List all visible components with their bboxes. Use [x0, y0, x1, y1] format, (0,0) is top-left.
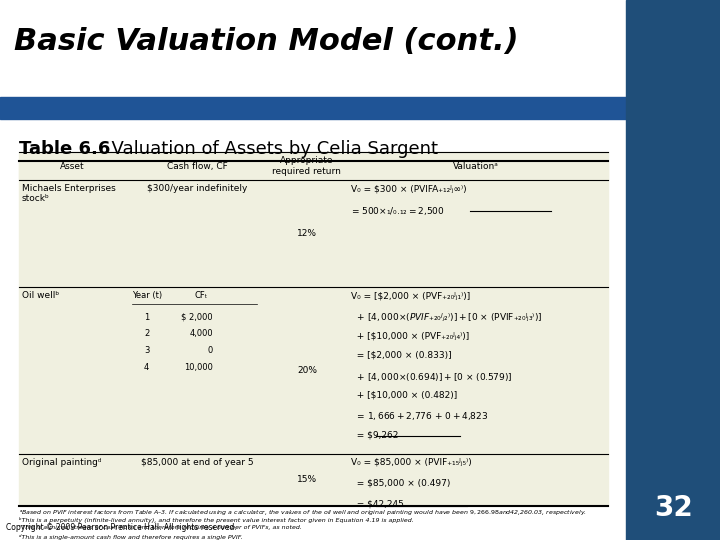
Text: = $9,262: = $9,262	[351, 430, 398, 439]
Text: V₀ = $85,000 × (PVIF₊₁₅ᴶⱼ₅⁾): V₀ = $85,000 × (PVIF₊₁₅ᴶⱼ₅⁾)	[351, 458, 472, 467]
Text: $300/year indefinitely: $300/year indefinitely	[147, 184, 248, 193]
Text: Valuationᵃ: Valuationᵃ	[453, 161, 499, 171]
Text: CFₜ: CFₜ	[194, 292, 207, 300]
Text: Valuation of Assets by Celia Sargent: Valuation of Assets by Celia Sargent	[100, 140, 438, 158]
Text: ᵈThis is a single-amount cash flow and therefore requires a single PVIF.: ᵈThis is a single-amount cash flow and t…	[19, 534, 243, 539]
Text: = $85,000 × (0.497): = $85,000 × (0.497)	[351, 479, 450, 488]
Text: $85,000 at end of year 5: $85,000 at end of year 5	[141, 458, 253, 467]
Text: 20%: 20%	[297, 366, 317, 375]
Text: + [$10,000 × (PVF₊₂₀ᴶⱼ₄⁾)]: + [$10,000 × (PVF₊₂₀ᴶⱼ₄⁾)]	[351, 331, 469, 340]
Text: Cash flow, CF: Cash flow, CF	[167, 161, 228, 171]
Bar	[19, 161, 608, 507]
Text: 0: 0	[208, 346, 213, 355]
Text: ᵇThis is a perpetuity (infinite-lived annuity), and therefore the present value : ᵇThis is a perpetuity (infinite-lived an…	[19, 517, 413, 523]
Text: 10,000: 10,000	[184, 363, 213, 372]
Text: ᶜThis is a mixed stream of cash flows and therefore requires a number of PVIFs, : ᶜThis is a mixed stream of cash flows an…	[19, 525, 302, 530]
Text: V₀ = $300 × (PVIFA₊₁₂ᴶⱼ∞⁾): V₀ = $300 × (PVIFA₊₁₂ᴶⱼ∞⁾)	[351, 184, 467, 193]
Text: + [$4,000 × (PVIF₊₂₀ᴶⱼ₂⁾)] + [$0 × (PVIF₊₂₀ᴶⱼ₃⁾)]: + [$4,000 × (PVIF₊₂₀ᴶⱼ₂⁾)] + [$0 × (PVIF…	[351, 311, 542, 323]
Text: 4: 4	[144, 363, 149, 372]
Bar	[0, 97, 626, 119]
Text: 15%: 15%	[297, 476, 317, 484]
Text: Asset: Asset	[60, 161, 84, 171]
Text: 1: 1	[144, 313, 149, 321]
Text: $ 2,000: $ 2,000	[181, 313, 213, 321]
Text: + [$10,000 × (0.482)]: + [$10,000 × (0.482)]	[351, 390, 457, 400]
Text: = $42,245: = $42,245	[351, 500, 404, 509]
Text: Table 6.6: Table 6.6	[19, 140, 110, 158]
Text: 3: 3	[144, 346, 150, 355]
Text: = [$2,000 × (0.833)]: = [$2,000 × (0.833)]	[351, 351, 451, 360]
Text: Appropriate
required return: Appropriate required return	[272, 157, 341, 176]
Text: + [$4,000 × (0.694)] + [$0 × (0.579)]: + [$4,000 × (0.694)] + [$0 × (0.579)]	[351, 370, 512, 383]
Text: V₀ = [$2,000 × (PVF₊₂₀ᴶⱼ₁⁾)]: V₀ = [$2,000 × (PVF₊₂₀ᴶⱼ₁⁾)]	[351, 292, 470, 300]
Text: Original paintingᵈ: Original paintingᵈ	[22, 458, 102, 467]
Text: Oil wellᵇ: Oil wellᵇ	[22, 292, 59, 300]
Text: 4,000: 4,000	[189, 329, 213, 339]
Text: 32: 32	[654, 494, 693, 522]
Bar	[19, 152, 608, 180]
Text: = $1,666 + $2,776 + $0 + $4,823: = $1,666 + $2,776 + $0 + $4,823	[351, 410, 488, 422]
Text: 12%: 12%	[297, 229, 317, 238]
Text: Basic Valuation Model (cont.): Basic Valuation Model (cont.)	[14, 27, 519, 56]
Text: Copyright © 2009 Pearson Prentice Hall. All rights reserved.: Copyright © 2009 Pearson Prentice Hall. …	[6, 523, 237, 531]
Text: ᵃBased on PVIF interest factors from Table A–3. If calculated using a calculator: ᵃBased on PVIF interest factors from Tab…	[19, 509, 587, 517]
Text: Michaels Enterprises
stockᵇ: Michaels Enterprises stockᵇ	[22, 184, 116, 204]
Text: = $500 ×  ₁/₀.₁₂  = $2,500: = $500 × ₁/₀.₁₂ = $2,500	[351, 205, 444, 217]
Text: 2: 2	[144, 329, 149, 339]
Text: Year (t): Year (t)	[132, 292, 162, 300]
